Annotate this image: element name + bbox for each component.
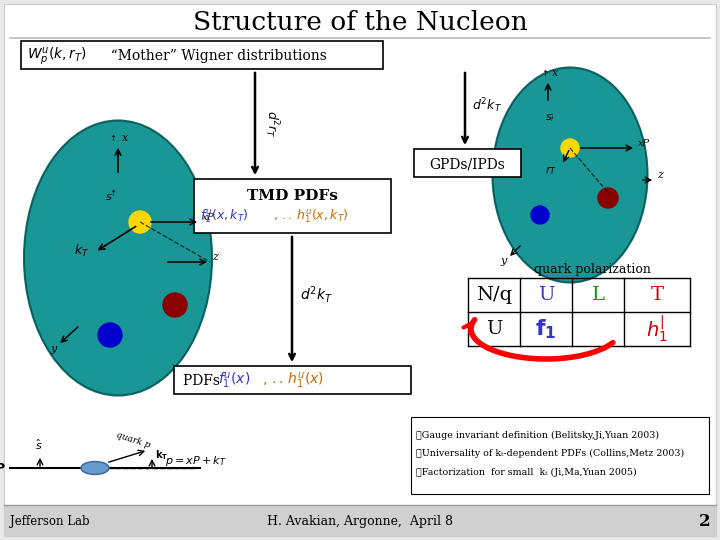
Text: y: y [50,344,56,354]
FancyBboxPatch shape [411,417,709,494]
Text: L: L [592,286,605,304]
Text: “Mother” Wigner distributions: “Mother” Wigner distributions [102,49,327,63]
Text: $\mathbf{f_1}$: $\mathbf{f_1}$ [535,317,557,341]
Text: GPDs/IPDs: GPDs/IPDs [429,157,505,171]
Text: TMD PDFs: TMD PDFs [246,189,338,203]
Text: $r_T$: $r_T$ [545,164,557,177]
Circle shape [531,206,549,224]
Text: 2: 2 [699,512,711,530]
Text: H. Avakian, Argonne,  April 8: H. Avakian, Argonne, April 8 [267,515,453,528]
Ellipse shape [81,462,109,475]
Text: ➤Factorization  for small  kₜ (Ji,Ma,Yuan 2005): ➤Factorization for small kₜ (Ji,Ma,Yuan … [416,468,636,477]
Text: $,\,..\,h_1^u(x,k_T)$: $,\,..\,h_1^u(x,k_T)$ [273,207,348,225]
Text: x: x [552,68,558,78]
Text: $W_p^u(k,r_T)$: $W_p^u(k,r_T)$ [27,45,87,67]
Text: $k_T$: $k_T$ [74,243,89,259]
Ellipse shape [492,68,647,282]
Text: $\uparrow$: $\uparrow$ [108,188,117,198]
FancyBboxPatch shape [414,149,521,177]
FancyBboxPatch shape [21,41,383,69]
Text: $s$: $s$ [105,192,112,202]
Text: quark p: quark p [115,430,151,450]
Text: quark polarization: quark polarization [534,264,650,276]
Text: $\hat{s}$: $\hat{s}$ [35,437,42,452]
Circle shape [598,188,618,208]
Text: $\uparrow$: $\uparrow$ [540,68,549,78]
Text: $\uparrow$: $\uparrow$ [108,133,117,143]
Text: N/q: N/q [476,286,512,304]
Circle shape [98,323,122,347]
FancyBboxPatch shape [194,179,391,233]
Text: $f_1^u(x,k_T)$: $f_1^u(x,k_T)$ [200,207,248,225]
Text: xP: xP [638,139,650,148]
FancyBboxPatch shape [174,366,411,394]
Text: PDFs: PDFs [183,374,229,388]
Text: $d^2k_T$: $d^2k_T$ [300,285,333,306]
Ellipse shape [24,120,212,395]
Text: x: x [122,133,128,143]
Text: Structure of the Nucleon: Structure of the Nucleon [193,10,527,35]
Text: $h_1^{|}$: $h_1^{|}$ [646,313,668,345]
Text: z: z [212,252,218,262]
Bar [4,505,716,536]
Text: $s_i$: $s_i$ [545,112,555,124]
Text: T: T [650,286,664,304]
Text: U: U [486,320,502,338]
Text: Jefferson Lab: Jefferson Lab [10,515,89,528]
Text: xP: xP [202,213,215,222]
Text: $\mathbf{P}$: $\mathbf{P}$ [0,462,6,475]
Text: $p = xP + k_T$: $p = xP + k_T$ [165,454,226,468]
Text: $\mathbf{k_T}$: $\mathbf{k_T}$ [155,448,168,462]
Text: $d^2r_T$: $d^2r_T$ [262,110,281,138]
Circle shape [163,293,187,317]
Circle shape [561,139,579,157]
Circle shape [129,211,151,233]
Text: U: U [538,286,554,304]
Text: $,\,..\,h_1^u(x)$: $,\,..\,h_1^u(x)$ [262,371,324,391]
Text: ➤Universality of kₜ-dependent PDFs (Collins,Metz 2003): ➤Universality of kₜ-dependent PDFs (Coll… [416,448,684,457]
Text: z: z [657,170,663,180]
Text: ➤Gauge invariant definition (Belitsky,Ji,Yuan 2003): ➤Gauge invariant definition (Belitsky,Ji… [416,430,659,440]
Text: y: y [500,256,506,266]
Text: $d^2k_T$: $d^2k_T$ [472,96,502,115]
Text: $f_1^u(x)$: $f_1^u(x)$ [218,371,251,391]
